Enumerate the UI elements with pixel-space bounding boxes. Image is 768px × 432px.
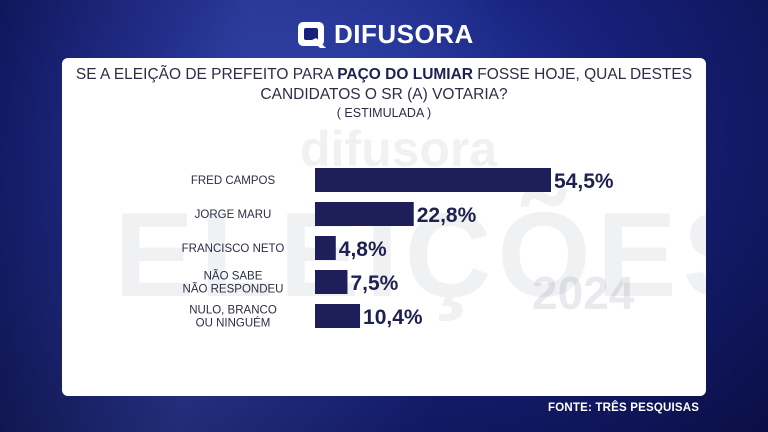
source-label: FONTE: TRÊS PESQUISAS — [548, 402, 700, 414]
category-label-3-0: NÃO SABE — [204, 270, 263, 283]
value-label-0: 54,5% — [554, 170, 614, 193]
category-label-2-0: FRANCISCO NETO — [182, 243, 285, 255]
difusora-logo: DIFUSORA — [296, 14, 474, 54]
difusora-logo-icon — [298, 22, 326, 48]
category-label-1-0: JORGE MARU — [195, 209, 272, 221]
poll-card: difusora ELEIÇÕES 2024 SE A ELEIÇÃO DE P… — [62, 58, 706, 396]
watermark-brand: difusora — [300, 121, 498, 177]
bar-chart: FRED CAMPOS 54,5% JORGE MARU 22,8% FRANCISCO… — [182, 168, 614, 330]
category-label-3-1: NÃO RESPONDEU — [183, 283, 284, 296]
bar-0 — [315, 168, 551, 192]
value-label-4: 10,4% — [363, 306, 423, 329]
category-label-0-0: FRED CAMPOS — [191, 175, 276, 187]
question-prefix: SE A ELEIÇÃO DE PREFEITO PARA — [75, 66, 338, 83]
watermark-year: 2024 — [532, 267, 635, 319]
logo-text: DIFUSORA — [334, 18, 474, 49]
bar-4 — [315, 304, 361, 328]
value-label-2: 4,8% — [339, 238, 387, 261]
question-suffix: FOSSE HOJE, QUAL DESTES — [473, 66, 693, 83]
category-label-4-1: OU NINGUÉM — [196, 317, 271, 330]
poll-type: ( ESTIMULADA ) — [336, 106, 432, 120]
question-line2: CANDIDATOS O SR (A) VOTARIA? — [260, 86, 508, 103]
question-city: PAÇO DO LUMIAR — [337, 66, 473, 83]
bar-1 — [315, 202, 414, 226]
value-label-3: 7,5% — [350, 272, 398, 295]
bar-3 — [315, 270, 348, 294]
category-label-4-0: NULO, BRANCO — [189, 305, 277, 317]
value-label-1: 22,8% — [417, 204, 477, 227]
poll-question: SE A ELEIÇÃO DE PREFEITO PARA PAÇO DO LU… — [62, 65, 706, 105]
bar-2 — [315, 236, 336, 260]
